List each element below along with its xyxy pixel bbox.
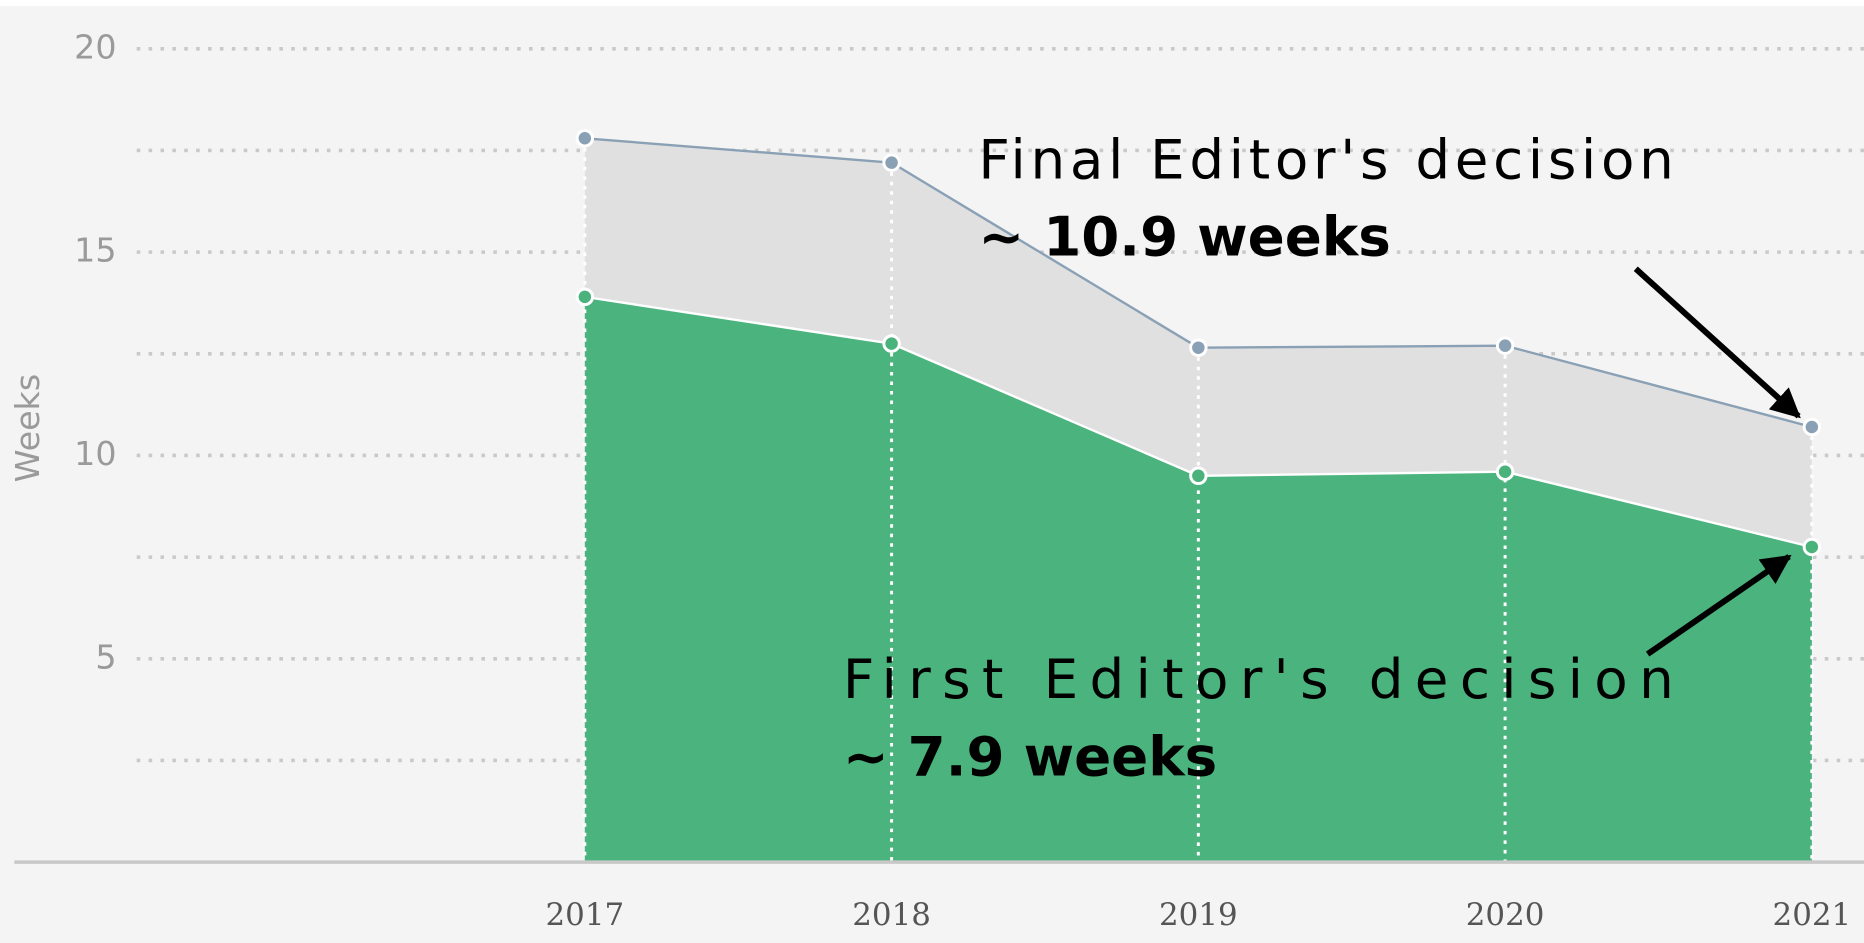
arrow bbox=[1645, 554, 1792, 657]
y-tick-label: 15 bbox=[74, 231, 116, 270]
point bbox=[1495, 462, 1515, 481]
y-tick-label: 20 bbox=[74, 27, 116, 66]
x-tick-label: 2018 bbox=[852, 897, 931, 933]
point bbox=[882, 153, 901, 172]
x-tick-label: 2020 bbox=[1466, 897, 1545, 933]
y-tick-label: 10 bbox=[74, 434, 116, 473]
arrow bbox=[1633, 266, 1801, 419]
annotation: First Editor's decision bbox=[843, 647, 1674, 711]
annotation-detail: ~ 7.9 weeks bbox=[843, 724, 1217, 788]
x-tick-label: 2021 bbox=[1773, 897, 1852, 933]
y-axis-label: Weeks bbox=[8, 374, 47, 483]
point bbox=[1189, 338, 1208, 357]
point bbox=[1802, 417, 1822, 437]
point bbox=[882, 334, 901, 353]
annotation-detail: ~ 10.9 weeks bbox=[978, 205, 1390, 269]
top-strip bbox=[0, 0, 1864, 6]
point bbox=[1189, 466, 1208, 486]
x-tick-label: 2019 bbox=[1159, 897, 1238, 933]
point bbox=[575, 129, 595, 148]
y-tick-label: 5 bbox=[95, 637, 116, 676]
point bbox=[575, 287, 595, 307]
point bbox=[1495, 336, 1515, 355]
point bbox=[1802, 537, 1822, 557]
annotation: Final Editor's decision bbox=[978, 127, 1673, 191]
x-tick-label: 2017 bbox=[546, 897, 625, 933]
